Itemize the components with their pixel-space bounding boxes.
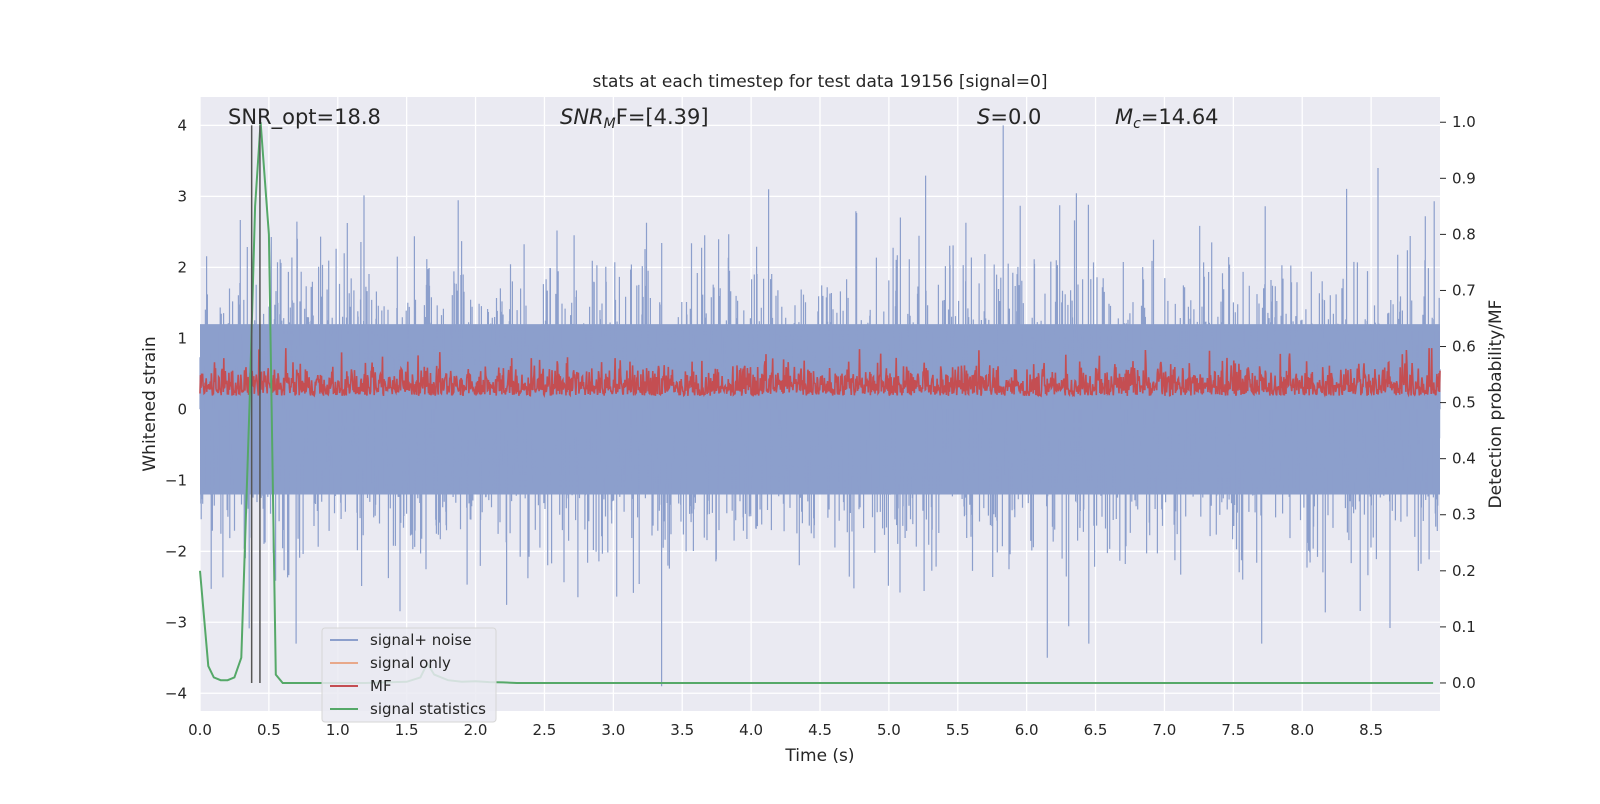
legend: signal+ noise signal only MF signal stat… [321,627,497,723]
y-tick-label: −2 [165,542,187,560]
y-right-tick-label: 0.3 [1452,506,1476,524]
signal-noise-series [199,125,1441,687]
y-right-tick-label: 0.5 [1452,394,1476,412]
y-right-tick-label: 0.6 [1452,338,1476,356]
y-tick-label: −1 [165,471,187,489]
y-right-tick-label: 0.7 [1452,281,1476,299]
annotation-snr-mf: SNRMF=[4.39] [560,105,709,132]
x-tick-label: 8.0 [1290,721,1314,739]
mf-line [199,348,1441,399]
annotation-snr-opt: SNR_opt=18.8 [228,105,381,130]
y-tick-labels: 4 3 2 1 0 −1 −2 −3 −4 [165,116,187,702]
y-right-tick-labels: 1.0 0.9 0.8 0.7 0.6 0.5 0.4 0.3 0.2 0.1 0.0 [1440,113,1476,692]
y-right-axis-label: Detection probability/MF [1486,300,1506,509]
x-tick-label: 1.0 [326,721,350,739]
y-tick-label: 1 [177,329,187,347]
x-tick-label: 6.0 [1015,721,1039,739]
x-tick-label: 2.5 [533,721,557,739]
annotation-mc: Mc=14.64 [1115,105,1219,132]
annotation-s: S=0.0 [977,105,1041,129]
legend-label-mf: MF [370,677,392,695]
x-tick-labels: 0.0 0.5 1.0 1.5 2.0 2.5 3.0 3.5 4.0 4.5 5.0 5.5 6.0 6… [188,721,1383,739]
legend-box [321,627,497,723]
y-axis-label: Whitened strain [140,336,160,471]
chart-title: stats at each timestep for test data 191… [593,72,1048,92]
y-tick-label: −4 [165,684,187,702]
y-right-tick-label: 0.0 [1452,674,1476,692]
x-tick-label: 4.5 [808,721,832,739]
x-tick-label: 4.0 [739,721,763,739]
x-tick-label: 2.0 [464,721,488,739]
y-tick-label: 3 [177,187,187,205]
y-tick-label: 2 [177,258,187,276]
x-tick-label: 5.5 [946,721,970,739]
x-axis-label: Time (s) [784,746,854,766]
legend-label-signal-noise: signal+ noise [370,631,472,649]
y-right-tick-label: 0.1 [1452,618,1476,636]
y-right-tick-label: 0.2 [1452,562,1476,580]
x-tick-label: 3.5 [670,721,694,739]
x-tick-label: 5.0 [877,721,901,739]
vertical-markers [250,125,261,683]
x-tick-label: 7.5 [1221,721,1245,739]
x-tick-label: 0.0 [188,721,212,739]
y-tick-label: 0 [177,400,187,418]
y-right-tick-label: 0.4 [1452,450,1476,468]
x-tick-label: 7.0 [1153,721,1177,739]
x-tick-label: 1.5 [395,721,419,739]
x-tick-label: 6.5 [1084,721,1108,739]
mf-series [199,348,1441,399]
y-right-tick-label: 0.8 [1452,225,1476,243]
x-tick-label: 8.5 [1359,721,1383,739]
y-right-tick-label: 1.0 [1452,113,1476,131]
legend-label-signal-statistics: signal statistics [370,700,486,718]
x-tick-label: 3.0 [601,721,625,739]
y-tick-label: −3 [165,613,187,631]
legend-label-signal-only: signal only [370,654,451,672]
y-right-tick-label: 0.9 [1452,169,1476,187]
y-tick-label: 4 [177,116,187,134]
x-tick-label: 0.5 [257,721,281,739]
